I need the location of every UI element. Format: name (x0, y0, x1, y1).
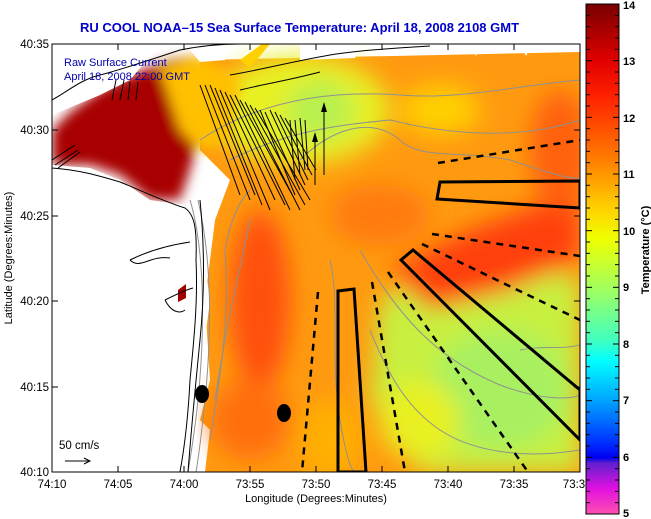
land-bay (185, 44, 230, 62)
sst-nw-plume (52, 55, 200, 200)
sampling-boxes (336, 179, 580, 472)
land-nw (52, 44, 160, 115)
y-tick-labels: 40:35 40:30 40:25 40:20 40:15 40:10 (20, 39, 49, 479)
x-tick-label: 73:50 (302, 479, 331, 491)
coastlines (52, 44, 431, 472)
sst-yellow-s (380, 380, 460, 460)
sst-cool-core (430, 330, 570, 450)
colorbar-tick-label: 5 (623, 508, 629, 519)
x-tick-label: 74:05 (104, 479, 133, 491)
y-tick-label: 40:30 (20, 125, 49, 137)
x-tick-label: 74:00 (170, 479, 199, 491)
x-axis-label: Longitude (Degrees:Minutes) (245, 493, 387, 505)
colorbar-tick-label: 11 (623, 169, 635, 181)
y-axis-ticks (52, 129, 580, 388)
y-tick-label: 40:35 (20, 39, 49, 51)
colorbar-tick-label: 9 (623, 282, 629, 294)
x-tick-label: 73:55 (236, 479, 265, 491)
sst-warm-mid (330, 185, 430, 245)
x-axis-ticks (117, 44, 515, 472)
sst-field: Raw Surface Current April 18, 2008 22:00… (52, 44, 580, 472)
y-tick-label: 40:15 (20, 382, 49, 394)
cloud-mask-top (300, 44, 360, 60)
sst-strip (240, 44, 270, 68)
colorbar (585, 3, 620, 515)
scale-vector-arrow (65, 457, 92, 465)
chart-title-text: RU COOL NOAA–15 Sea Surface Temperature:… (80, 20, 520, 35)
colorbar-ticks (586, 14, 619, 504)
x-tick-labels: 74:10 74:05 74:00 73:55 73:50 73:45 73:4… (38, 479, 586, 491)
x-tick-label: 73:45 (368, 479, 397, 491)
overlay-title: Raw Surface Current (64, 57, 167, 69)
sst-warm-ne (530, 90, 580, 210)
colorbar-tick-labels: 14 13 12 11 10 9 8 7 6 5 (623, 0, 636, 519)
x-tick-label: 73:40 (434, 479, 463, 491)
sst-warm-band-w (230, 210, 290, 390)
box-southeast (398, 248, 580, 443)
sst-mid-s (300, 400, 360, 472)
colorbar-tick-label: 14 (623, 0, 636, 12)
colorbar-tick-label: 13 (623, 56, 635, 68)
x-tick-label: 73:3 (563, 479, 585, 491)
colorbar-label: Temperature (°C) (640, 205, 651, 294)
scale-vector-label: 50 cm/s (59, 440, 100, 452)
sst-warm-sw (210, 380, 290, 460)
x-tick-label: 73:35 (500, 479, 529, 491)
colorbar-tick-label: 10 (623, 226, 635, 238)
station-marker (195, 385, 209, 403)
transect-lines (300, 138, 580, 472)
sst-yellow-ne (400, 85, 480, 135)
box-east (435, 179, 580, 210)
y-tick-label: 40:20 (20, 296, 49, 308)
vector-arrowheads (312, 102, 327, 142)
y-axis-label: Latitude (Degrees:Minutes) (3, 192, 15, 325)
current-vectors (52, 79, 325, 211)
colorbar-tick-label: 12 (623, 113, 635, 125)
box-south (336, 287, 368, 472)
y-tick-label: 40:10 (20, 467, 49, 479)
y-tick-label: 40:25 (20, 211, 49, 223)
colorbar-tick-label: 8 (623, 339, 629, 351)
colorbar-tick-label: 6 (623, 452, 629, 464)
sst-inland-speck (178, 284, 186, 302)
station-marker (277, 404, 291, 422)
colorbar-tick-label: 7 (623, 395, 629, 407)
sst-nw-yellow (160, 55, 240, 150)
x-tick-label: 74:10 (38, 479, 67, 491)
land-nj (52, 165, 210, 472)
bathymetry-contours (187, 79, 580, 472)
sst-warm-band-e (390, 190, 580, 310)
overlay-timestamp: April 18, 2008 22:00 GMT (64, 71, 190, 83)
